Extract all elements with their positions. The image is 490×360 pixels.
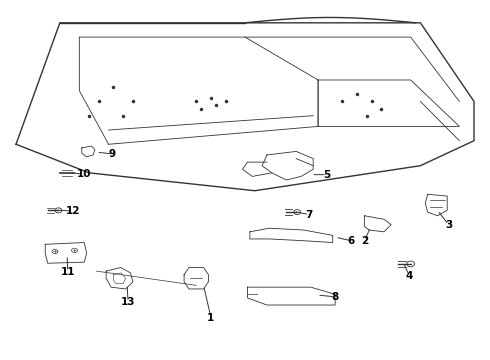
Text: 5: 5 (323, 170, 330, 180)
Text: 11: 11 (60, 267, 75, 277)
Text: 4: 4 (406, 271, 414, 282)
Text: 8: 8 (332, 292, 339, 302)
Text: 7: 7 (306, 210, 313, 220)
Text: 10: 10 (77, 169, 92, 179)
Text: 13: 13 (121, 297, 135, 307)
Text: 12: 12 (66, 206, 81, 216)
Text: 3: 3 (445, 220, 452, 230)
Text: 6: 6 (347, 236, 355, 246)
Text: 1: 1 (207, 312, 215, 323)
Text: 2: 2 (361, 236, 368, 246)
Text: 9: 9 (109, 149, 116, 159)
